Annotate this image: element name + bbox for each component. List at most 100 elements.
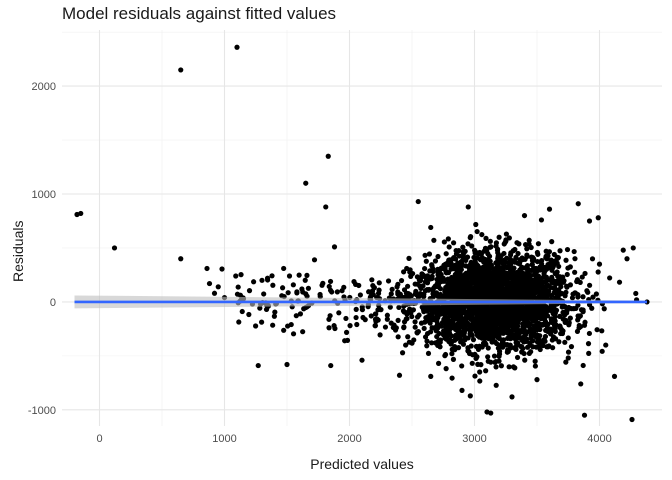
data-point — [441, 239, 447, 245]
data-point — [470, 322, 476, 328]
data-point — [514, 354, 521, 361]
data-point — [549, 239, 555, 245]
data-point — [435, 278, 441, 284]
data-point — [259, 319, 265, 325]
data-point — [580, 294, 586, 300]
data-point — [480, 340, 487, 346]
data-point — [442, 261, 449, 267]
data-point — [429, 268, 436, 274]
data-point — [438, 323, 444, 329]
data-point — [421, 307, 428, 313]
data-point — [261, 291, 267, 297]
data-point — [470, 279, 476, 285]
data-point — [399, 350, 406, 356]
data-point — [586, 350, 592, 356]
data-point — [477, 332, 483, 338]
data-point — [534, 258, 541, 265]
data-point — [448, 323, 454, 329]
data-point — [484, 305, 490, 312]
data-point — [428, 373, 434, 379]
data-point — [557, 281, 563, 287]
data-point — [356, 282, 362, 289]
data-point — [543, 327, 549, 333]
data-point — [493, 364, 499, 370]
data-point — [501, 257, 507, 263]
data-point — [459, 363, 465, 369]
data-point — [481, 278, 487, 284]
data-point — [503, 231, 509, 237]
data-point — [359, 357, 365, 363]
data-point — [503, 287, 509, 293]
data-point — [492, 289, 498, 295]
data-point — [531, 256, 537, 262]
data-point — [546, 206, 553, 212]
data-point — [435, 284, 441, 290]
data-point — [428, 224, 434, 231]
y-tick-label: 2000 — [32, 81, 56, 93]
data-point — [607, 275, 613, 281]
data-point — [487, 244, 493, 250]
data-point — [560, 274, 566, 280]
data-point — [372, 323, 379, 329]
data-point — [468, 233, 474, 240]
data-point — [527, 307, 533, 313]
y-tick-label: 0 — [50, 297, 56, 309]
data-point — [453, 263, 460, 269]
data-point — [372, 311, 379, 317]
data-point — [532, 317, 538, 323]
data-point — [522, 332, 528, 338]
data-point — [422, 288, 429, 294]
data-point — [416, 277, 422, 283]
data-point — [492, 359, 498, 365]
data-point — [424, 338, 430, 344]
data-point — [517, 335, 523, 341]
data-point — [574, 328, 581, 335]
data-point — [565, 355, 571, 361]
data-point — [257, 305, 263, 311]
data-point — [429, 340, 435, 346]
data-point — [629, 416, 635, 423]
data-point — [415, 198, 421, 205]
data-point — [524, 336, 530, 342]
data-point — [543, 248, 549, 254]
data-point — [429, 262, 435, 268]
data-point — [488, 336, 494, 342]
data-point — [465, 335, 471, 341]
data-point — [520, 345, 526, 352]
data-point — [442, 314, 448, 320]
data-point — [511, 288, 518, 294]
data-point — [472, 247, 478, 253]
data-point — [589, 256, 596, 262]
data-point — [343, 315, 349, 322]
data-point — [524, 246, 530, 252]
data-point — [509, 292, 515, 298]
data-point — [430, 286, 436, 292]
data-point — [293, 313, 299, 319]
data-point — [264, 275, 271, 281]
data-point — [404, 316, 410, 322]
x-axis-title: Predicted values — [310, 456, 414, 472]
data-point — [269, 273, 275, 279]
data-point — [290, 282, 296, 288]
data-point — [406, 339, 412, 345]
data-point — [259, 277, 265, 283]
data-point — [246, 288, 253, 294]
data-point — [515, 340, 521, 346]
data-point — [336, 310, 342, 316]
data-point — [523, 271, 529, 277]
data-point — [582, 270, 588, 277]
data-point — [479, 231, 485, 238]
data-point — [461, 326, 467, 332]
data-point — [485, 354, 491, 360]
data-point — [400, 308, 407, 314]
data-point — [499, 343, 505, 349]
data-point — [304, 272, 310, 278]
data-point — [476, 265, 482, 271]
data-point — [552, 270, 558, 277]
data-point — [542, 268, 548, 274]
data-point — [369, 288, 376, 294]
data-point — [460, 244, 466, 250]
data-point — [326, 325, 332, 331]
data-point — [534, 332, 540, 338]
data-point — [567, 282, 574, 288]
